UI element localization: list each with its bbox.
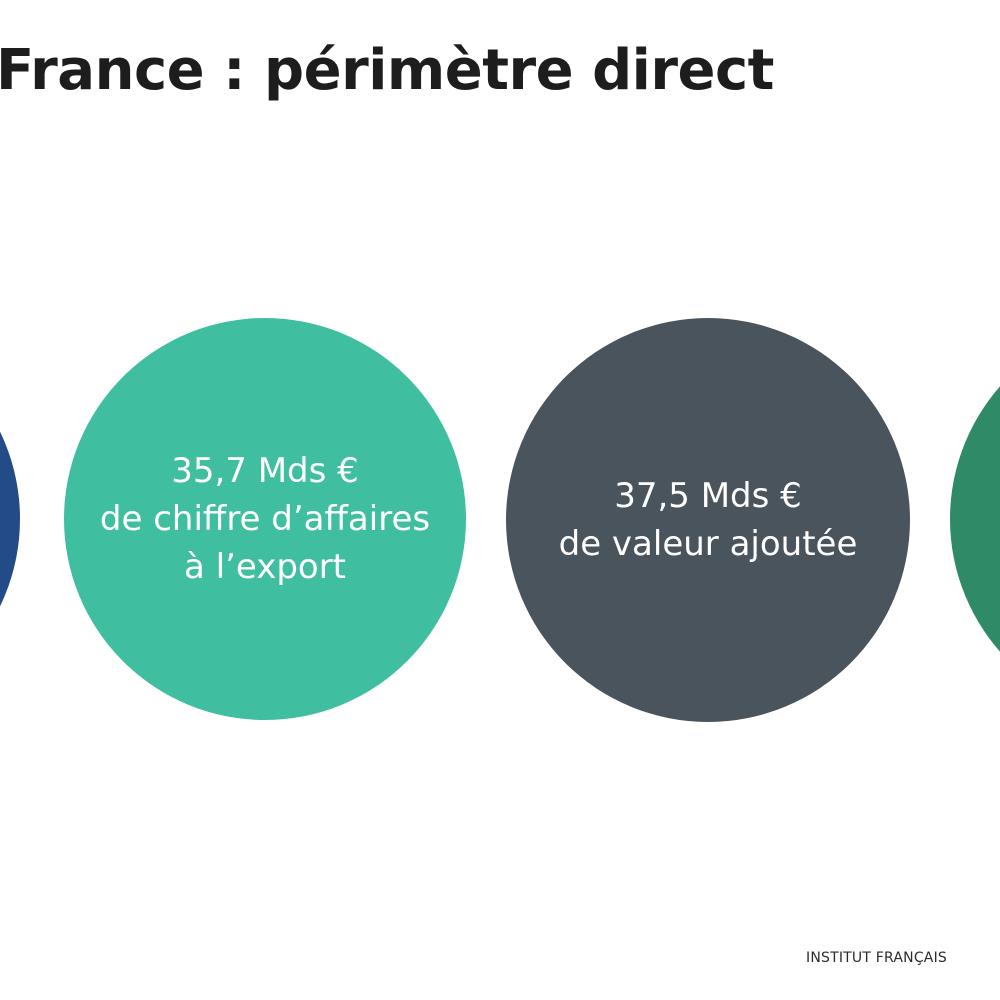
- export-revenue-value: 35,7 Mds €: [171, 451, 359, 491]
- footer-source: INSTITUT FRANÇAIS: [806, 950, 948, 966]
- circle-value-added: 37,5 Mds € de valeur ajoutée: [506, 318, 910, 722]
- value-added-value: 37,5 Mds €: [614, 476, 802, 516]
- export-revenue-label-line1: de chiffre d’affaires: [99, 499, 431, 539]
- circle-export-revenue: 35,7 Mds € de chiffre d’affaires à l’exp…: [64, 318, 466, 720]
- slide-title: France : périmètre direct: [0, 38, 774, 103]
- circle-left: [0, 318, 20, 720]
- export-revenue-label-line2: à l’export: [183, 547, 347, 587]
- circle-right: [950, 318, 1000, 720]
- value-added-label: de valeur ajoutée: [558, 524, 858, 564]
